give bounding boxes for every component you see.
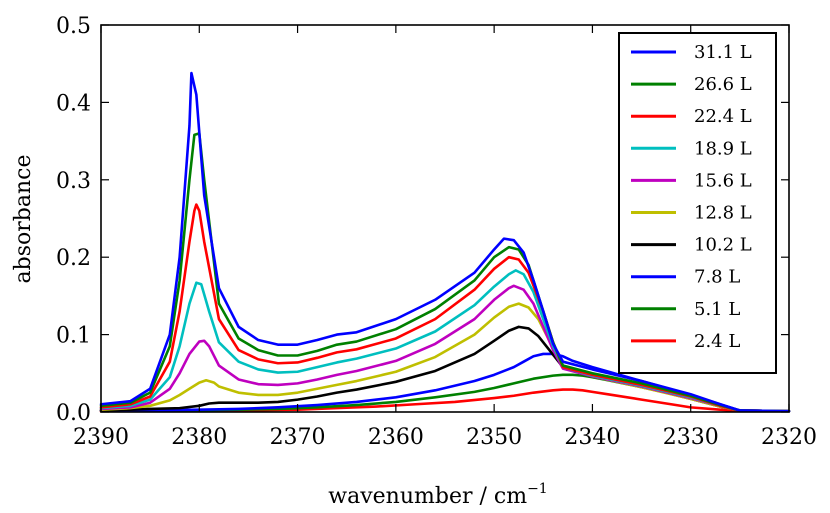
series-line-2 — [99, 203, 791, 413]
legend-label-5: 12.8 L — [694, 203, 752, 224]
legend-label-3: 18.9 L — [694, 138, 752, 159]
legend-label-2: 22.4 L — [694, 106, 752, 127]
y-axis-label: absorbance — [11, 155, 36, 284]
legend-label-9: 2.4 L — [694, 331, 740, 352]
x-tick-label: 2340 — [564, 425, 620, 450]
x-tick-label: 2380 — [171, 425, 227, 450]
x-axis-label-superscript: −1 — [527, 481, 548, 497]
legend-label-4: 15.6 L — [694, 170, 752, 191]
y-tick-label: 0.1 — [56, 324, 91, 349]
y-tick-label: 0.5 — [56, 14, 91, 39]
x-axis-label-text: wavenumber / cm — [328, 484, 527, 509]
series-line-0 — [99, 71, 791, 413]
x-tick-label: 2390 — [73, 425, 129, 450]
x-tick-label: 2330 — [663, 425, 719, 450]
x-tick-label: 2350 — [466, 425, 522, 450]
legend-label-6: 10.2 L — [694, 235, 752, 256]
tick-layer: 2390 2380 2370 2360 2350 2340 2330 2320 0.0 0.1 0.… — [56, 14, 817, 450]
legend-label-0: 31.1 L — [694, 42, 752, 63]
x-tick-label: 2370 — [270, 425, 326, 450]
y-tick-label: 0.4 — [56, 91, 91, 116]
legend-box — [618, 32, 777, 374]
x-tick-label: 2320 — [761, 425, 817, 450]
series-layer — [99, 71, 791, 413]
plot-frame — [100, 24, 790, 413]
y-tick-label: 0.2 — [56, 246, 91, 271]
legend-label-1: 26.6 L — [694, 74, 752, 95]
y-tick-label: 0.3 — [56, 169, 91, 194]
legend-label-7: 7.8 L — [694, 267, 740, 288]
x-tick-label: 2360 — [368, 425, 424, 450]
legend-label-8: 5.1 L — [694, 299, 740, 320]
x-axis-label: wavenumber / cm−1 — [328, 481, 547, 509]
y-tick-label: 0.0 — [56, 401, 91, 426]
series-line-1 — [99, 132, 791, 413]
legend: 31.1 L 26.6 L 22.4 L 18.9 L 15.6 L 12.8 L 10.2… — [618, 32, 777, 374]
series-line-9 — [99, 388, 791, 413]
